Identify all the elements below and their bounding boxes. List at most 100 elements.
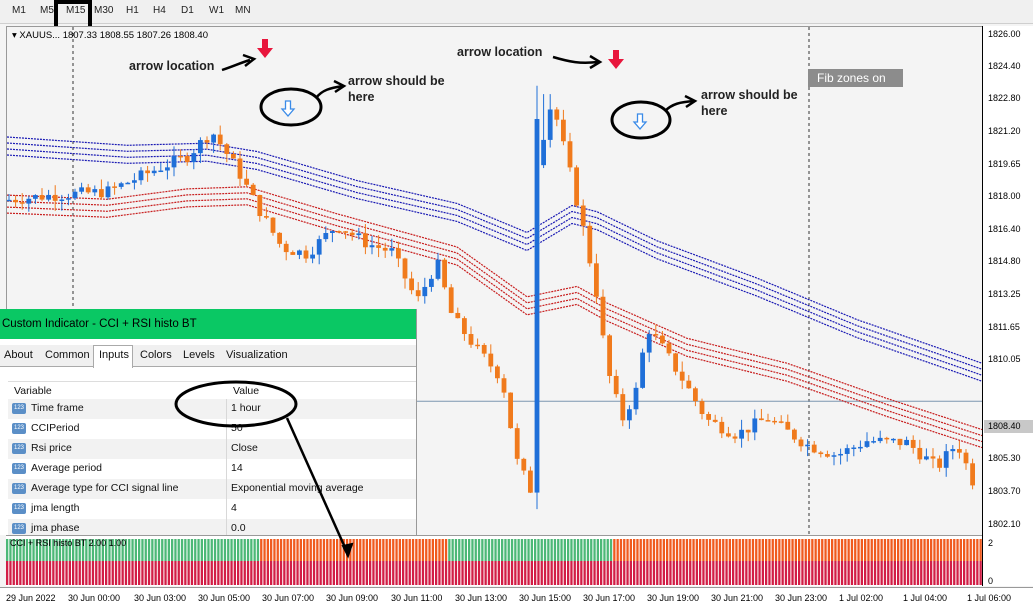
bear-candle [910,435,916,454]
histogram-upper-bar [504,539,507,561]
histogram-upper-bar [883,539,887,561]
histogram-upper-bar [68,539,71,561]
histogram-lower-bar [966,561,969,585]
bear-candle [699,398,705,420]
histogram-upper-bar [910,539,913,561]
histogram-upper-bar [144,539,147,561]
red-down-arrow-icon [608,50,624,69]
timeframe-h1[interactable]: H1 [126,5,139,16]
bear-candle [679,361,685,390]
grid-value[interactable]: 4 [231,502,237,514]
grid-row[interactable]: 123 Time frame 1 hour [8,399,416,419]
histogram-upper-bar [332,539,335,561]
histogram-upper-bar [464,539,467,561]
grid-value[interactable]: Exponential moving average [231,482,364,494]
histogram-lower-bar [474,561,477,585]
histogram-upper-bar [722,539,725,561]
time-tick: 30 Jun 03:00 [134,593,187,603]
histogram-upper-bar [329,539,332,561]
histogram-lower-bar [243,561,246,585]
subwindow-title: CCI + RSI histo BT 2.00 1.00 [10,538,127,548]
histogram-lower-bar [174,561,177,585]
bear-candle [264,207,269,220]
timeframe-m5[interactable]: M5 [40,5,54,16]
histogram-upper-bar [553,539,557,561]
grid-value[interactable]: 0.0 [231,522,246,534]
histogram-upper-bar [98,539,101,561]
tab-colors[interactable]: Colors [140,349,172,361]
timeframe-h4[interactable]: H4 [153,5,166,16]
tab-inputs[interactable]: Inputs [99,349,129,361]
grid-value[interactable]: 1 hour [231,402,261,414]
bear-candle [257,194,263,222]
fib-zones-button[interactable]: Fib zones on [808,69,903,87]
price-chart[interactable] [6,26,983,535]
tab-levels[interactable]: Levels [183,349,215,361]
histogram-lower-bar [276,561,279,585]
histogram-upper-bar [105,539,108,561]
grid-row[interactable]: 123 CCIPeriod 50 [8,419,416,439]
tab-about[interactable]: About [4,349,33,361]
grid-value[interactable]: Close [231,442,258,454]
grid-value[interactable]: 14 [231,462,243,474]
timeframe-m30[interactable]: M30 [94,5,114,16]
histogram-upper-bar [91,539,95,561]
grid-value[interactable]: 50 [231,422,243,434]
grid-row[interactable]: 123 Rsi price Close [8,439,416,459]
bear-candle [521,457,527,475]
histogram-upper-bar [441,539,444,561]
histogram-lower-bar [81,561,85,585]
histogram-lower-bar [481,561,484,585]
histogram-upper-bar [55,539,58,561]
histogram-lower-bar [943,561,946,585]
histogram-upper-bar [316,539,319,561]
histogram-lower-bar [345,561,349,585]
timeframe-mn[interactable]: MN [235,5,251,16]
bear-candle [706,411,711,426]
histogram-upper-bar [197,539,200,561]
timeframe-w1[interactable]: W1 [209,5,224,16]
bear-candle [184,152,190,166]
timeframe-m1[interactable]: M1 [12,5,26,16]
timeframe-d1[interactable]: D1 [181,5,194,16]
symbol-ohlc: XAUUS... 1807.33 1808.55 1807.26 1808.40 [19,30,208,41]
time-axis[interactable]: 29 Jun 2022 30 Jun 00:00 30 Jun 03:00 30 Ju… [0,587,1033,616]
price-axis[interactable]: 1826.00 1824.40 1822.80 1821.20 1819.65 1818.… [982,26,1033,586]
current-price-label: 1808.40 [984,420,1033,433]
bear-candle [666,339,672,356]
histogram-upper-bar [39,539,42,561]
histogram-upper-bar [900,539,903,561]
histogram-upper-bar [418,539,421,561]
histogram-lower-bar [220,561,223,585]
histogram-lower-bar [854,561,857,585]
tab-common[interactable]: Common [45,349,90,361]
grid-row[interactable]: 123 Average type for CCI signal line Expon… [8,479,416,499]
grid-row[interactable]: 123 jma length 4 [8,499,416,519]
grid-variable: CCIPeriod [31,422,80,434]
histogram-lower-bar [497,561,500,585]
grid-row[interactable]: 123 jma phase 0.0 [8,519,416,535]
bear-candle [613,369,619,398]
timeframe-toolbar: M1 M5 M15 M30 H1 H4 D1 W1 MN [0,0,1033,36]
histogram-lower-bar [662,561,665,585]
bull-candle [356,227,362,240]
histogram-upper-bar [860,539,863,561]
indicator-subwindow[interactable]: CCI + RSI histo BT 2.00 1.00 [6,535,982,586]
histogram-lower-bar [95,561,98,585]
bear-candle [897,438,903,450]
tab-visualization[interactable]: Visualization [226,349,288,361]
indicator-properties-dialog: Custom Indicator - CCI + RSI histo BT Ab… [0,309,417,535]
histogram-lower-bar [910,561,913,585]
histogram-upper-bar [471,539,474,561]
timeframe-m15[interactable]: M15 [66,5,86,16]
histogram-lower-bar [939,561,943,585]
histogram-upper-bar [177,539,180,561]
bull-candle [26,195,32,212]
bull-candle [92,185,98,196]
grid-row[interactable]: 123 Average period 14 [8,459,416,479]
histogram-upper-bar [517,539,520,561]
histogram-lower-bar [606,561,609,585]
histogram-upper-bar [689,539,692,561]
histogram-lower-bar [72,561,75,585]
bull-candle [805,439,810,457]
